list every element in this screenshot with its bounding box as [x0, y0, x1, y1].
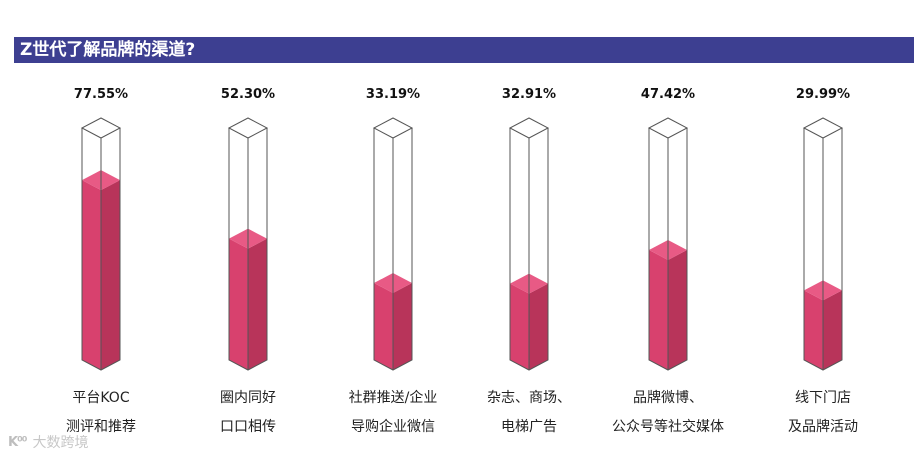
category-label: 社群推送/企业: [349, 389, 438, 406]
chart-title: Z世代了解品牌的渠道?: [20, 40, 196, 60]
bar-fill-right: [248, 238, 267, 370]
bar-fill-right: [393, 282, 412, 370]
bar-outline-top: [80, 117, 122, 139]
bar-fill-left: [804, 290, 823, 370]
category-label: 口口相传: [220, 419, 276, 435]
value-label: 47.42%: [641, 87, 695, 102]
bar-fill-left: [82, 180, 101, 370]
category-label: 平台KOC: [72, 390, 129, 406]
value-label: 77.55%: [74, 87, 128, 102]
bar-fill-left: [510, 283, 529, 370]
category-label: 及品牌活动: [788, 418, 858, 435]
category-label: 电梯广告: [501, 419, 557, 435]
watermark: K⁰⁰ 大数跨境: [8, 432, 88, 452]
value-label: 52.30%: [221, 87, 275, 102]
watermark-text: 大数跨境: [32, 435, 89, 451]
bar-fill-right: [823, 290, 842, 370]
value-label: 29.99%: [796, 87, 850, 102]
category-label: 测评和推荐: [66, 419, 136, 435]
bar-fill-right: [101, 180, 120, 370]
category-label: 导购企业微信: [351, 418, 435, 435]
category-label: 品牌微博、: [633, 389, 703, 406]
bar-outline-top: [227, 117, 269, 139]
category-label: 公众号等社交媒体: [612, 418, 724, 435]
bar-fill-right: [529, 283, 548, 370]
bar-fill-left: [649, 249, 668, 370]
category-label: 线下门店: [795, 390, 851, 406]
bar-fill-left: [229, 238, 248, 370]
bar-fill-left: [374, 282, 393, 370]
category-label: 杂志、商场、: [487, 390, 571, 406]
bar-outline-top: [647, 117, 689, 139]
bar-fill-right: [668, 249, 687, 370]
watermark-logo: K⁰⁰: [8, 434, 27, 450]
value-label: 32.91%: [502, 87, 556, 102]
title-bar: Z世代了解品牌的渠道?: [14, 37, 914, 63]
bar-outline-top: [508, 117, 550, 139]
category-label: 圈内同好: [220, 390, 276, 406]
value-label: 33.19%: [366, 87, 420, 102]
bar-outline-top: [802, 117, 844, 139]
bar-outline-top: [372, 117, 414, 139]
